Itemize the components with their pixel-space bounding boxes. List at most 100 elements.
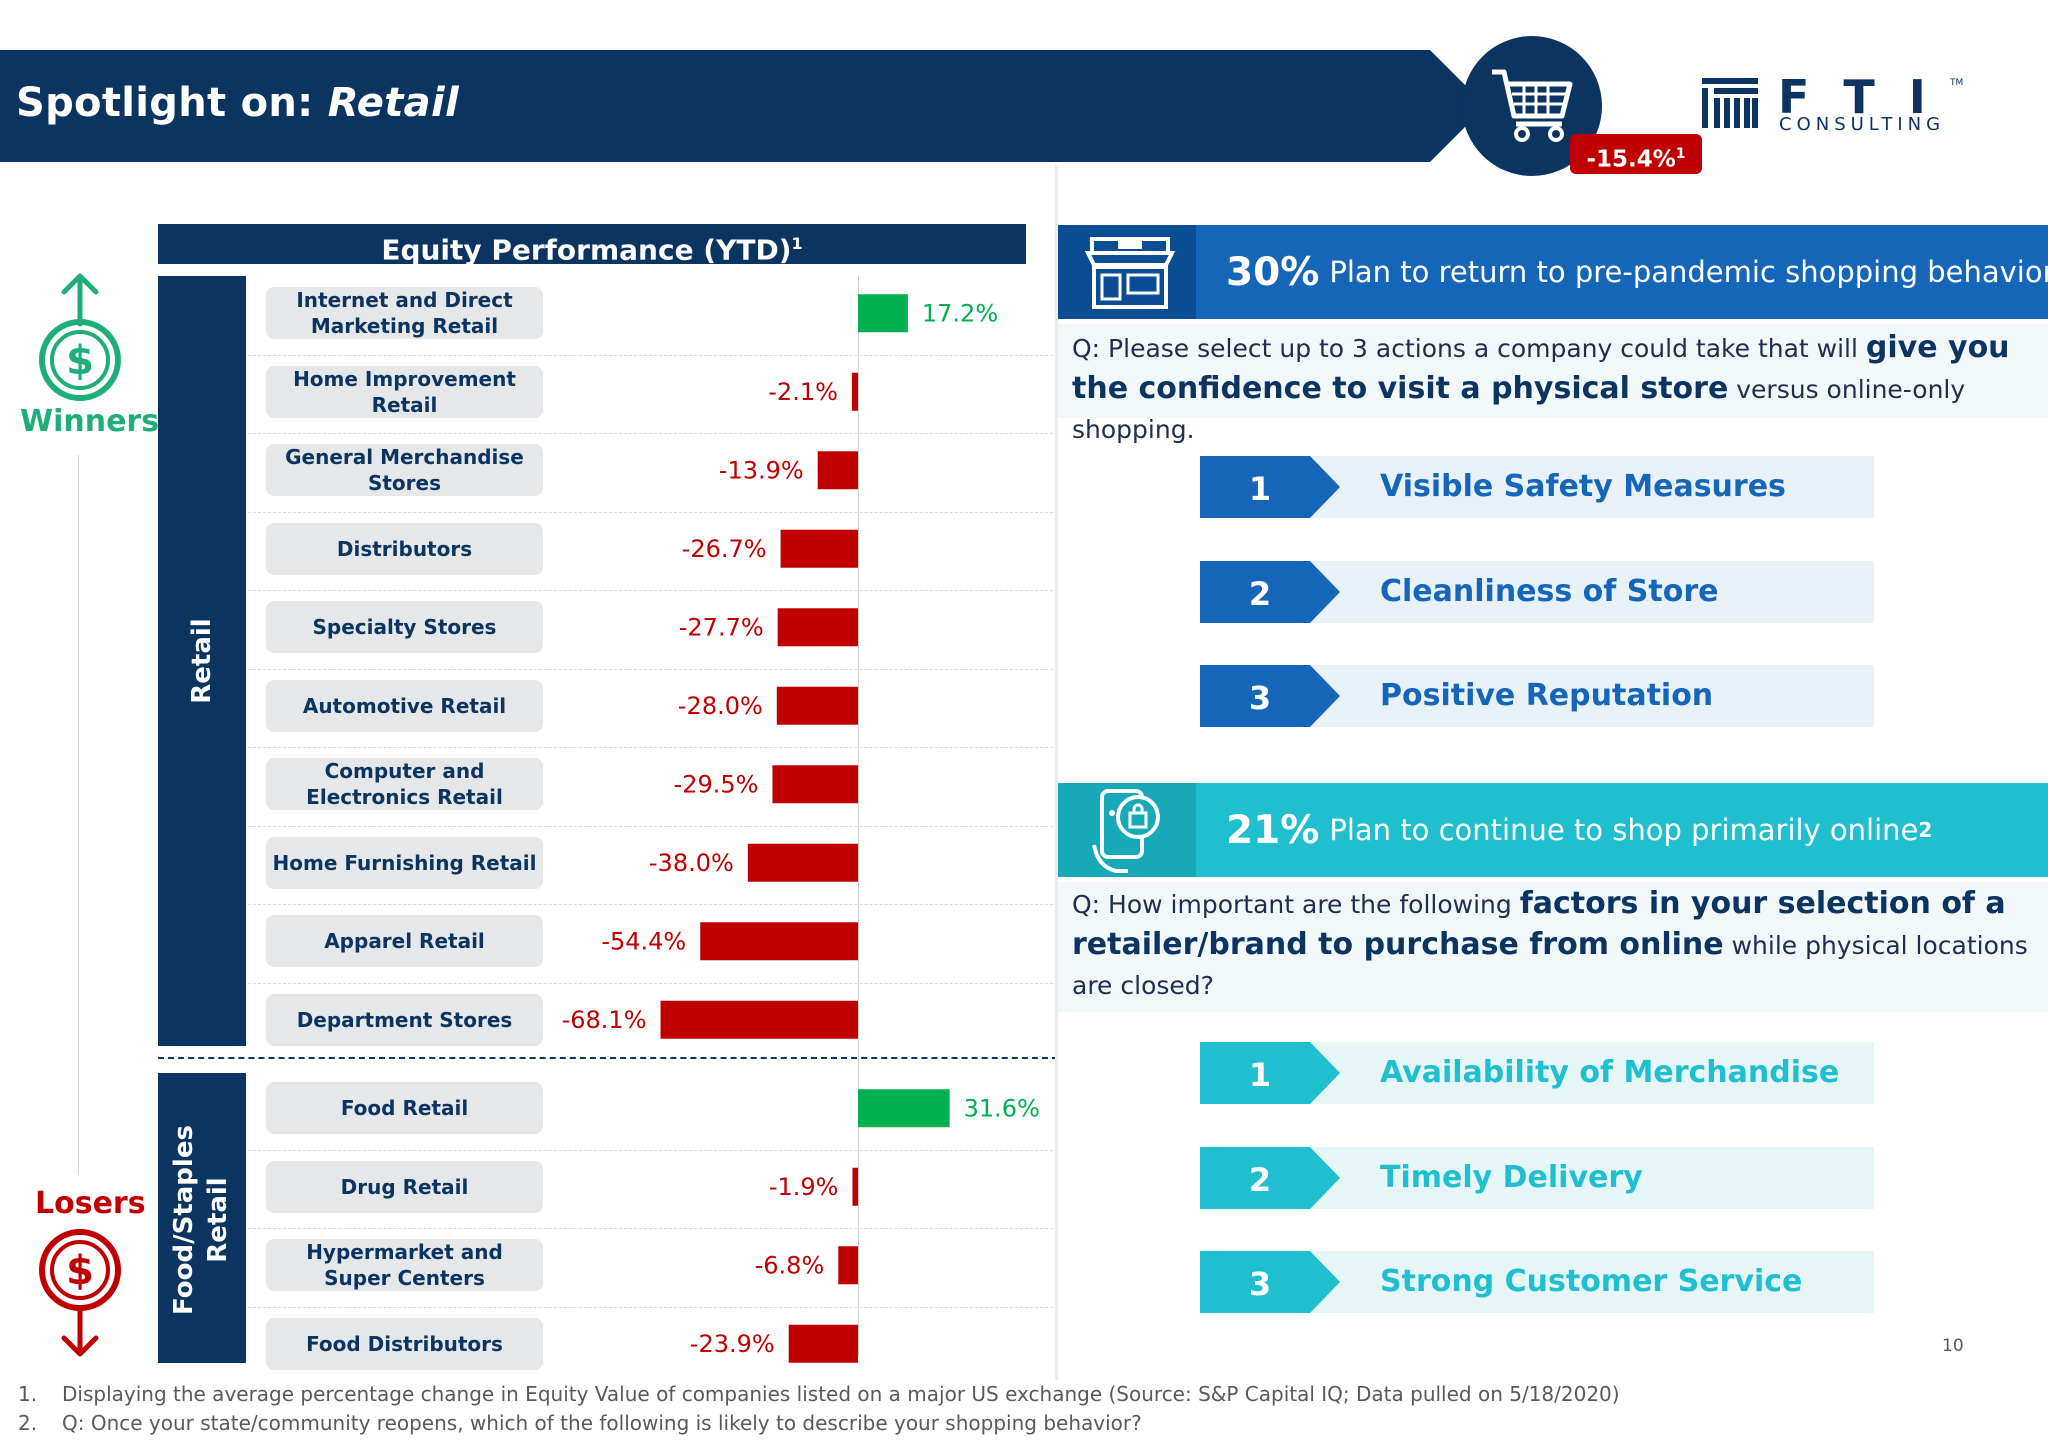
rank-label: Positive Reputation [1380,678,1714,713]
fti-consulting-logo: FTI CONSULTING TM [1702,70,1972,140]
row-divider [248,511,1058,513]
bar [660,1000,858,1039]
title-prefix: Spotlight on: [16,80,328,126]
bar [788,1324,858,1363]
winners-losers-connector [78,455,79,1175]
category-label: Distributors [266,522,543,575]
bar-value-label: -1.9% [769,1173,839,1201]
bar [747,843,858,882]
rank-number: 3 [1248,679,1272,717]
panel1-rank-item: 2 Cleanliness of Store [1200,560,1874,623]
chart-title: Equity Performance (YTD)1 [158,224,1026,266]
bar-value-label: -54.4% [601,927,686,955]
fti-subtitle: CONSULTING [1779,114,1946,135]
rank-chevron: 3 [1200,1251,1342,1313]
panel2-rank-item: 3 Strong Customer Service [1200,1251,1874,1313]
bar [817,451,858,490]
group-box-food-staples: Food/Staples Retail [158,1073,246,1363]
category-label: Home Furnishing Retail [266,836,543,889]
panel2-question-post: while physical locations are closed? [1072,931,2028,1000]
chevron-shape [1200,1251,1340,1313]
bar-value-label: -29.5% [674,770,759,798]
rank-chevron: 2 [1200,560,1342,623]
bar-value-label: -2.1% [768,378,838,406]
chevron-shape [1200,665,1340,727]
rank-label: Timely Delivery [1380,1159,1643,1195]
panel2-footnote: 2 [1918,818,1933,842]
row-divider [248,982,1058,984]
storefront-icon [1084,237,1176,309]
panel2-rank-item: 1 Availability of Merchandise [1200,1042,1874,1104]
rank-label: Visible Safety Measures [1380,469,1786,504]
footnote-1-number: 1. [18,1382,38,1406]
chevron-shape [1200,1146,1340,1209]
rank-label: Cleanliness of Store [1380,573,1719,609]
row-divider [248,1306,1058,1308]
panel1-question: Q: Please select up to 3 actions a compa… [1058,324,2048,444]
category-label: Internet and Direct Marketing Retail [266,287,543,340]
category-label: Food Retail [266,1082,543,1135]
category-label: Drug Retail [266,1160,543,1213]
panel1-question-post: versus online-only shopping. [1072,375,1966,444]
category-label: Specialty Stores [266,601,543,654]
bar-value-label: -6.8% [755,1251,825,1279]
row-divider [248,904,1058,905]
banner-shape [0,50,1486,162]
panel1-question-pre: Q: Please select up to 3 actions a compa… [1072,334,1866,363]
panel1-stat: 30% Plan to return to pre-pandemic shoppi… [1226,225,2048,319]
bar [852,1167,858,1206]
category-label: Hypermarket and Super Centers [266,1239,543,1292]
losers-arrow-dollar-icon: $ [39,1229,121,1357]
panel1-stat-text: Plan to return to pre-pandemic shopping … [1329,255,2048,289]
retail-change-footnote: 1 [1675,146,1686,162]
footnote-1-text: Displaying the average percentage change… [62,1382,1620,1406]
winners-arrow-dollar-icon: $ [39,273,121,401]
page-title: Spotlight on: Retail [16,80,459,126]
bar-value-label: 31.6% [964,1094,1040,1122]
panel2-question-bold: factors in your selection of a retailer/… [1072,886,2006,962]
rank-chevron: 3 [1200,665,1342,727]
zero-axis-line [858,276,859,1356]
bar-value-label: -38.0% [649,849,734,877]
footnote-2-number: 2. [18,1411,38,1435]
bar [772,765,858,804]
category-label: Automotive Retail [266,679,543,732]
row-divider [248,825,1058,827]
panel2-stat-text: Plan to continue to shop primarily onlin… [1329,813,1919,847]
chevron-shape [1200,1042,1340,1104]
rank-number: 2 [1248,1160,1272,1199]
title-emphasis: Retail [327,80,459,126]
vertical-divider [1055,165,1058,1380]
bar-value-label: -28.0% [678,692,763,720]
row-divider [248,668,1058,670]
retail-change-badge: -15.4%1 [1570,134,1702,174]
category-label: Home Improvement Retail [266,365,543,418]
bar [777,608,858,647]
chevron-shape [1200,456,1340,518]
bar [776,686,858,725]
panel2-header: 21% Plan to continue to shop primarily on… [1058,783,2048,877]
row-divider [248,747,1058,748]
bar-value-label: 17.2% [922,299,998,327]
row-divider [248,354,1058,356]
chart-title-footnote: 1 [791,234,803,253]
bar-value-label: -23.9% [690,1330,775,1358]
footnote-2: 2. Q: Once your state/community reopens, … [18,1409,1620,1438]
footnotes: 1. Displaying the average percentage chan… [18,1380,1620,1438]
header-banner: Spotlight on: Retail [0,50,1500,162]
row-divider [248,1228,1058,1229]
svg-text:$: $ [66,338,94,384]
group-box-retail: Retail [158,276,246,1046]
panel2-question-pre: Q: How important are the following [1072,890,1520,919]
bar [851,372,858,411]
bar [858,294,908,333]
rank-chevron: 1 [1200,456,1342,518]
bar-value-label: -13.9% [719,456,804,484]
retail-change-value: -15.4% [1586,146,1676,173]
bar-value-label: -27.7% [679,613,764,641]
panel1-header: 30% Plan to return to pre-pandemic shoppi… [1058,225,2048,319]
svg-text:$: $ [66,1248,94,1294]
category-label: Apparel Retail [266,915,543,968]
bar-value-label: -68.1% [562,1006,647,1034]
rank-label: Availability of Merchandise [1380,1055,1840,1090]
